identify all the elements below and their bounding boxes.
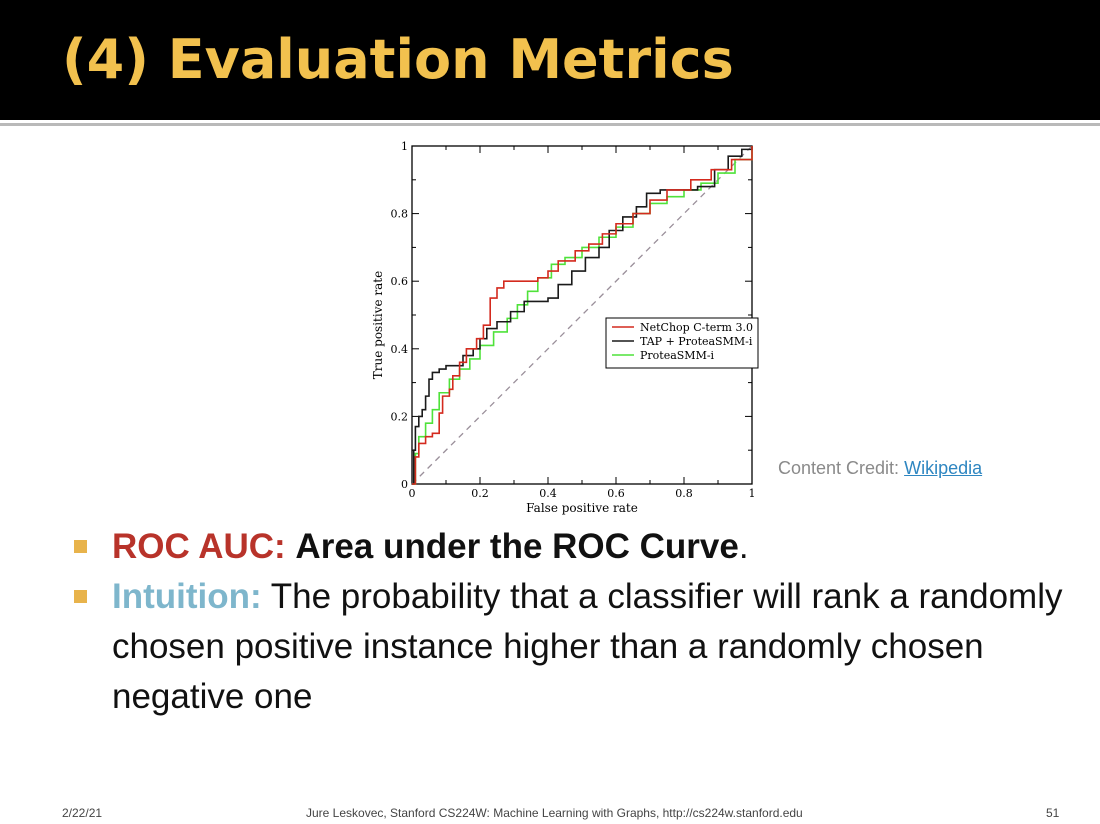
- y-tick-label: 1: [401, 140, 408, 153]
- series-line-proteasmm-i: [412, 146, 753, 485]
- intuition-text: The probability that a classifier will r…: [112, 577, 1063, 716]
- series-line-tap-proteasmm-i: [412, 146, 753, 485]
- roc-auc-period: .: [738, 527, 749, 566]
- bullet-list: ROC AUC: Area under the ROC Curve. Intui…: [74, 522, 1064, 722]
- y-tick-label: 0.2: [391, 410, 409, 423]
- x-tick-label: 0.6: [607, 487, 625, 500]
- y-tick-label: 0.4: [391, 343, 409, 356]
- x-tick-label: 0.4: [539, 487, 557, 500]
- bullet-intuition: Intuition: The probability that a classi…: [74, 572, 1064, 722]
- y-axis-label: True positive rate: [371, 271, 385, 379]
- roc-auc-label: ROC AUC:: [112, 527, 286, 566]
- roc-chart-svg: 0 0.2 0.4 0.6 0.8 1 0 0.2 0.4 0.6 0.8 1 False positi…: [371, 140, 759, 515]
- roc-chart: 0 0.2 0.4 0.6 0.8 1 0 0.2 0.4 0.6 0.8 1 False positi…: [360, 134, 770, 524]
- bullet-square-icon: [74, 590, 87, 603]
- diagonal-reference-line: [411, 145, 753, 485]
- bullet-square-icon: [74, 540, 87, 553]
- x-tick-label: 0: [409, 487, 416, 500]
- credit-label: Content Credit:: [778, 458, 900, 478]
- y-tick-label: 0.8: [391, 208, 409, 221]
- bullet-roc-auc: ROC AUC: Area under the ROC Curve.: [74, 522, 1064, 572]
- legend-entry: TAP + ProteaSMM-i: [640, 335, 753, 348]
- y-tick-label: 0.6: [391, 275, 409, 288]
- title-bar: (4) Evaluation Metrics: [0, 0, 1100, 120]
- title-divider-gray: [0, 123, 1100, 126]
- y-tick-label: 0: [401, 478, 408, 491]
- roc-auc-definition: Area under the ROC Curve: [295, 527, 739, 566]
- slide-title: (4) Evaluation Metrics: [62, 28, 734, 91]
- x-tick-label: 0.2: [471, 487, 489, 500]
- series-line-netchop-c-term-3-0: [412, 146, 753, 485]
- intuition-label: Intuition:: [112, 577, 262, 616]
- x-axis-label: False positive rate: [526, 501, 638, 515]
- footer-date: 2/22/21: [62, 806, 103, 820]
- legend-entry: ProteaSMM-i: [640, 349, 715, 362]
- content-credit: Content Credit: Wikipedia: [778, 458, 982, 479]
- footer-page-number: 51: [1046, 806, 1060, 820]
- wikipedia-link[interactable]: Wikipedia: [904, 458, 983, 478]
- x-tick-label: 1: [749, 487, 756, 500]
- title-divider-white: [0, 120, 1100, 123]
- footer-source: Jure Leskovec, Stanford CS224W: Machine …: [306, 806, 803, 820]
- x-tick-label: 0.8: [675, 487, 693, 500]
- legend-entry: NetChop C-term 3.0: [640, 321, 753, 334]
